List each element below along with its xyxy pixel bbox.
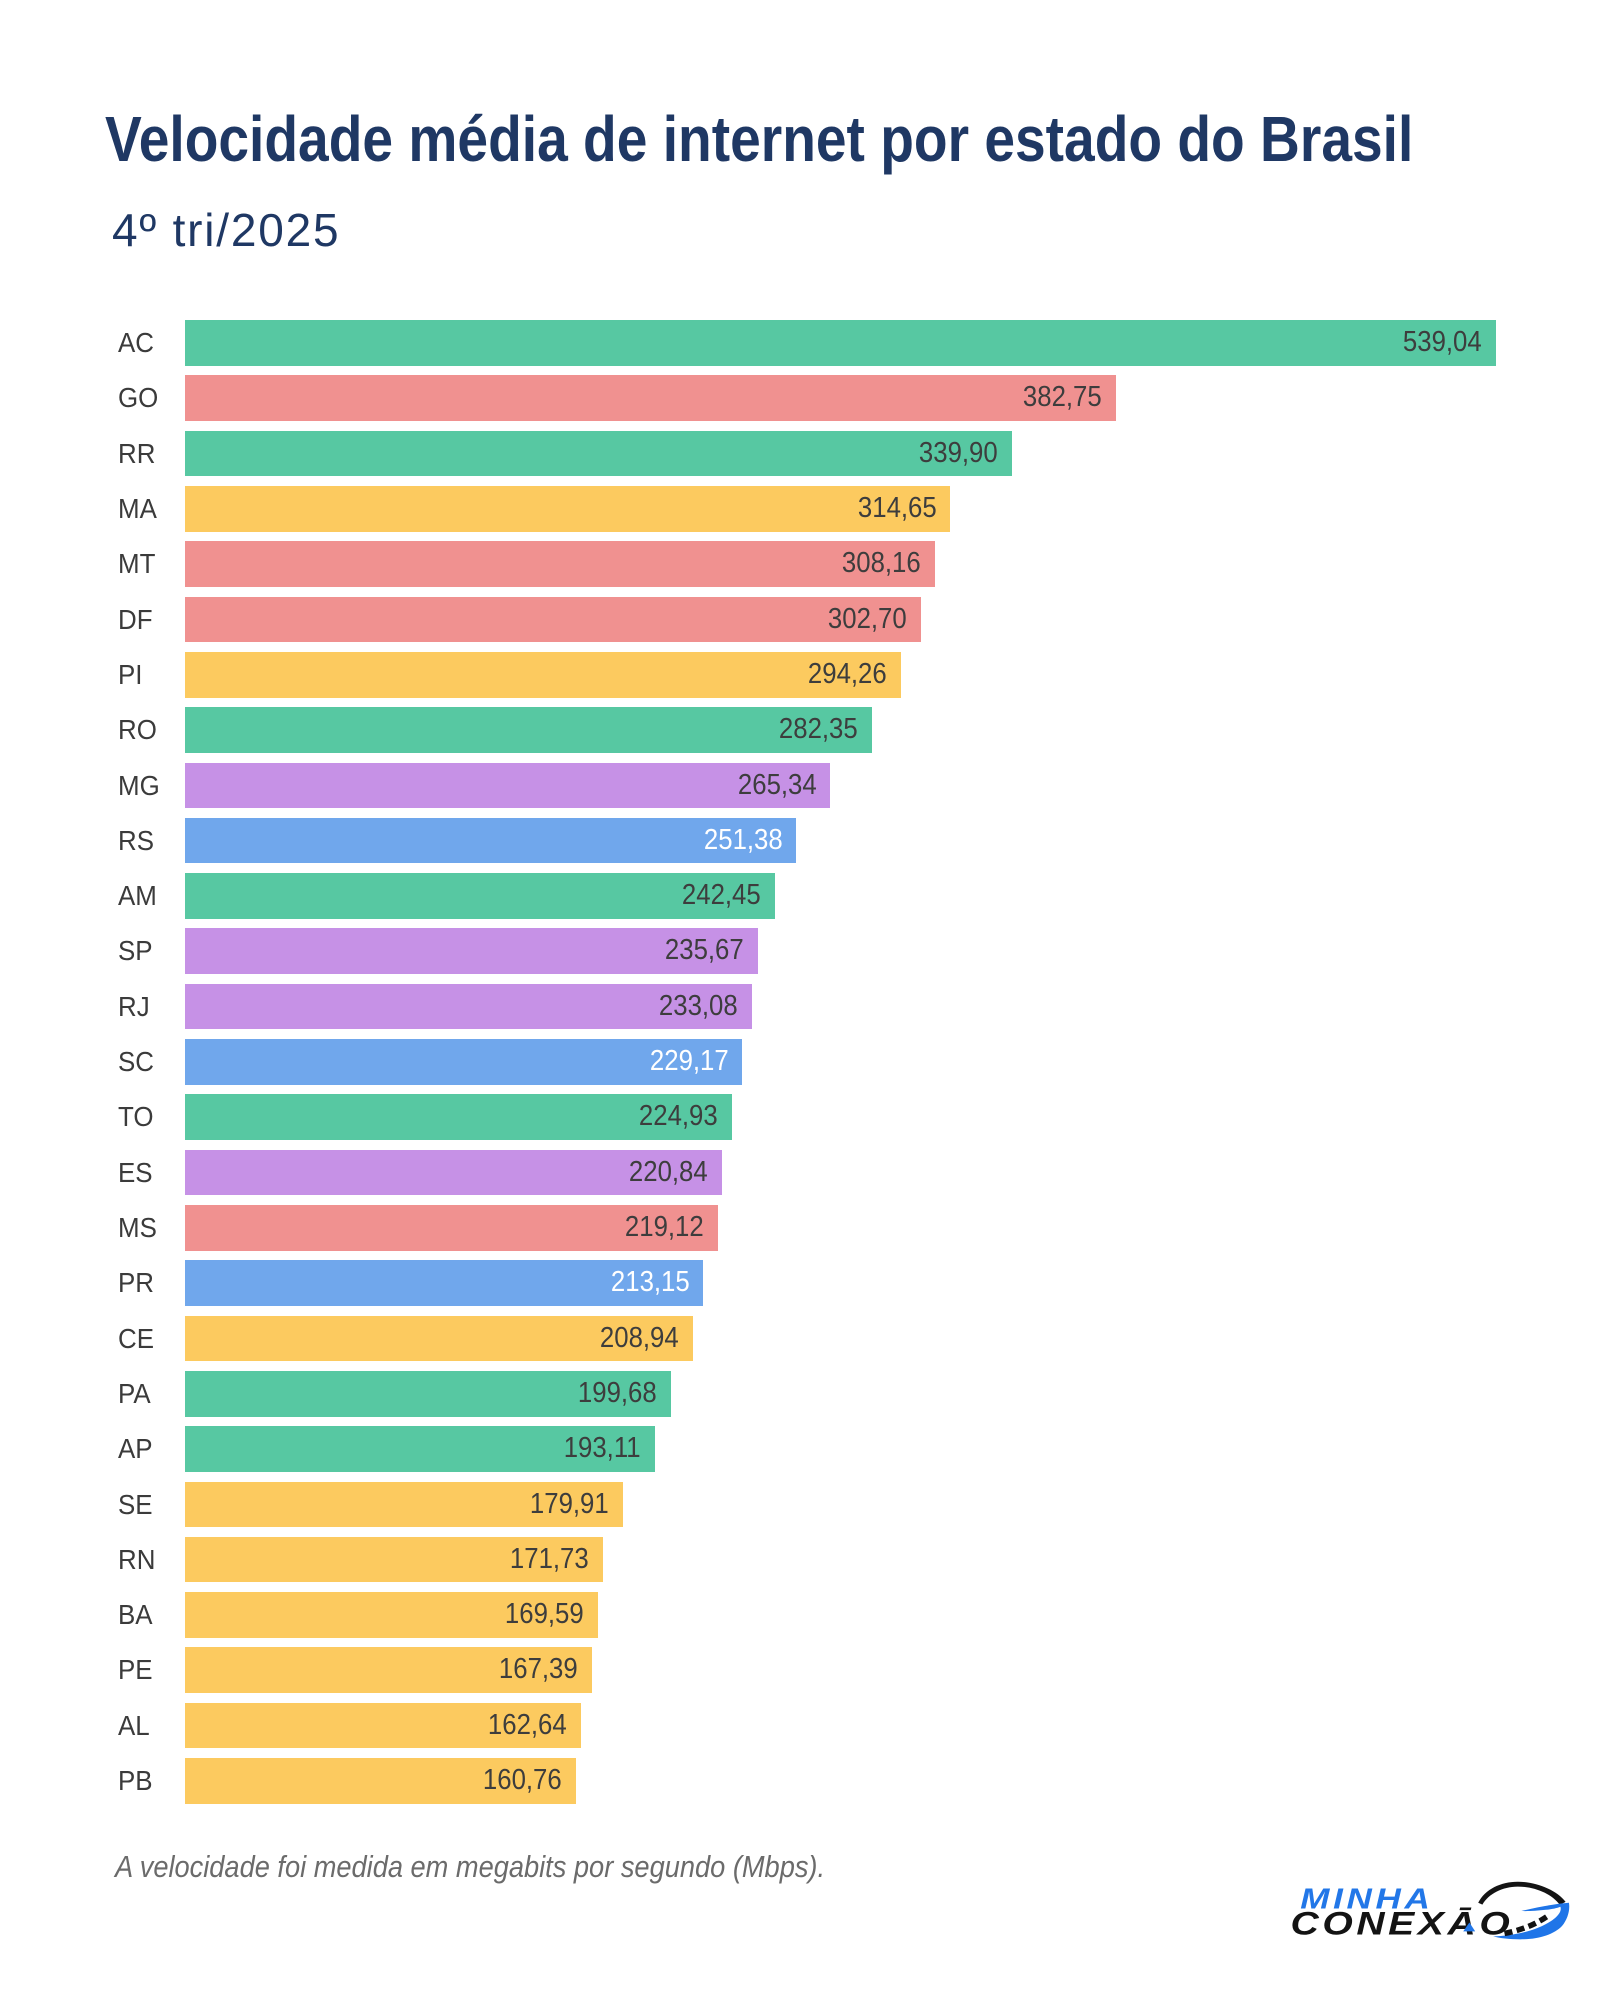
svg-text:MINHA: MINHA	[1300, 1883, 1433, 1915]
svg-text:CONEXĀO: CONEXĀO	[1291, 1904, 1514, 1941]
